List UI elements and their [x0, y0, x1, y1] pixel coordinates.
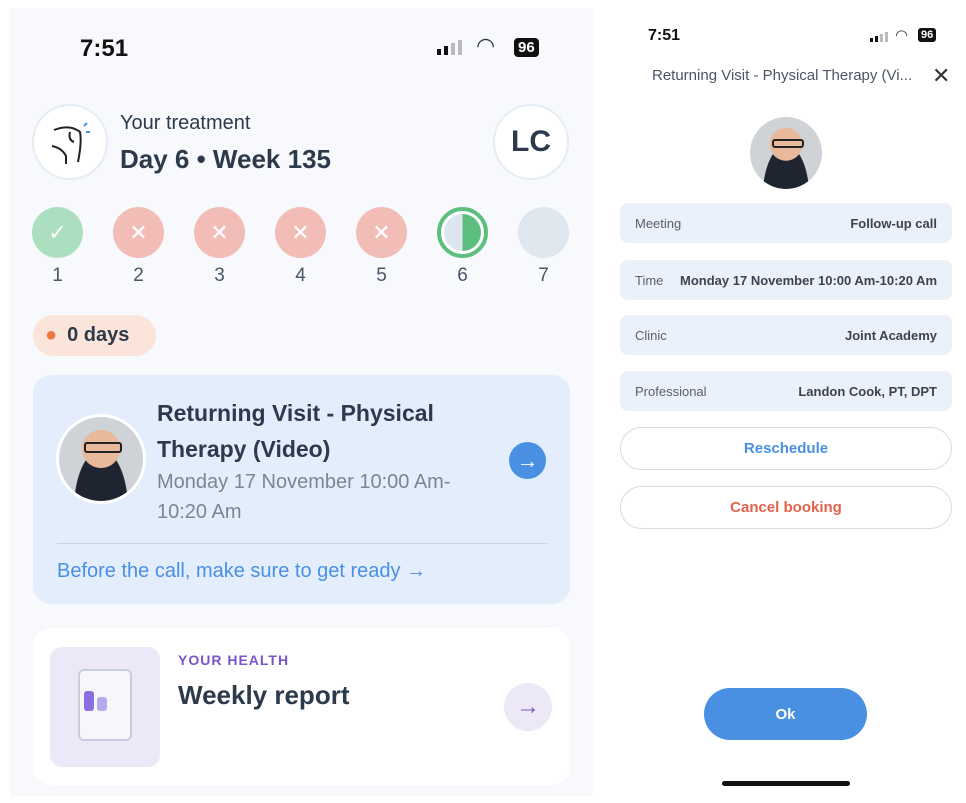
close-icon[interactable]: ✕: [932, 63, 951, 88]
professional-row: Professional Landon Cook, PT, DPT: [620, 371, 952, 411]
day-6-current[interactable]: [437, 207, 488, 258]
battery-icon: 96: [918, 28, 937, 42]
home-indicator: [722, 781, 850, 786]
streak-text: 0 days: [67, 324, 130, 346]
weekly-report-card[interactable]: YOUR HEALTH Weekly report →: [33, 628, 570, 785]
status-time: 7:51: [80, 35, 129, 62]
status-time: 7:51: [648, 27, 681, 44]
day-number: 4: [295, 265, 306, 286]
day-2-missed[interactable]: ✕: [113, 207, 164, 258]
day-1-done[interactable]: ✓: [32, 207, 83, 258]
professional-avatar: [750, 117, 822, 189]
row-label: Meeting: [635, 215, 682, 231]
ok-button[interactable]: Ok: [704, 688, 867, 740]
wifi-icon: ◠: [476, 33, 496, 58]
treatment-progress: Day 6 • Week 135: [120, 144, 331, 174]
get-ready-link[interactable]: Before the call, make sure to get ready …: [57, 560, 426, 583]
health-eyebrow: YOUR HEALTH: [178, 652, 290, 668]
knee-joint-icon: [32, 104, 108, 180]
day-5-missed[interactable]: ✕: [356, 207, 407, 258]
appointment-title: Returning Visit - Physical Therapy (Vide…: [157, 400, 434, 462]
streak-badge: ● 0 days: [33, 315, 156, 356]
day-number: 1: [52, 265, 63, 286]
day-7-upcoming[interactable]: [518, 207, 569, 258]
divider: [57, 543, 547, 544]
clipboard-icon: [50, 647, 160, 767]
wifi-icon: ◠: [895, 27, 909, 44]
day-number: 6: [457, 265, 468, 286]
arrow-right-icon[interactable]: →: [504, 683, 552, 731]
day-number: 5: [376, 265, 387, 286]
day-4-missed[interactable]: ✕: [275, 207, 326, 258]
flame-icon: ●: [45, 324, 58, 346]
day-3-missed[interactable]: ✕: [194, 207, 245, 258]
time-row: Time Monday 17 November 10:00 Am-10:20 Am: [620, 260, 952, 300]
battery-icon: 96: [514, 38, 539, 57]
day-number: 3: [214, 265, 225, 286]
appointment-card[interactable]: Returning Visit - Physical Therapy (Vide…: [33, 375, 570, 604]
clinic-row: Clinic Joint Academy: [620, 315, 952, 355]
row-label: Time: [635, 272, 664, 288]
row-label: Clinic: [635, 327, 667, 343]
day-number: 7: [538, 265, 549, 286]
day-number: 2: [133, 265, 144, 286]
arrow-right-icon: →: [406, 560, 427, 582]
weekly-report-title: Weekly report: [178, 680, 350, 710]
row-value: Landon Cook, PT, DPT: [798, 383, 937, 399]
arrow-right-icon[interactable]: →: [509, 442, 546, 479]
signal-icon: [437, 40, 462, 55]
row-value: Joint Academy: [845, 327, 937, 343]
get-ready-text: Before the call, make sure to get ready: [57, 560, 401, 582]
professional-avatar: [56, 414, 146, 504]
dialog-title: Returning Visit - Physical Therapy (Vi..…: [652, 67, 913, 84]
row-value: Follow-up call: [850, 215, 937, 231]
treatment-label: Your treatment: [120, 112, 251, 134]
reschedule-button[interactable]: Reschedule: [620, 427, 952, 470]
row-value: Monday 17 November 10:00 Am-10:20 Am: [680, 272, 937, 288]
appointment-time: Monday 17 November 10:00 Am-10:20 Am: [157, 471, 451, 523]
meeting-row: Meeting Follow-up call: [620, 203, 952, 243]
signal-icon: [870, 32, 888, 42]
cancel-booking-button[interactable]: Cancel booking: [620, 486, 952, 529]
row-label: Professional: [635, 383, 707, 399]
profile-avatar[interactable]: LC: [493, 104, 569, 180]
